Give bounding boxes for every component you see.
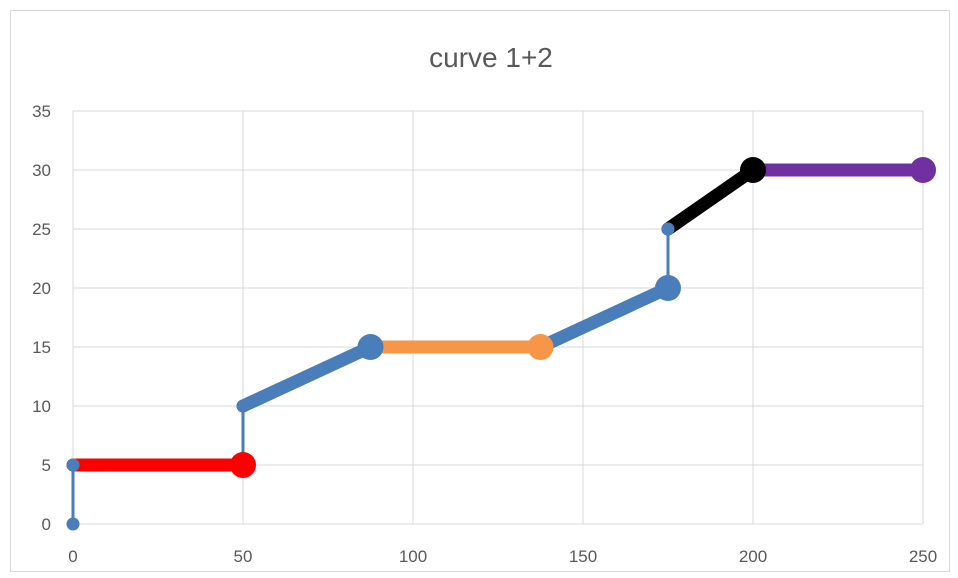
point-marker [66, 517, 80, 531]
chart-frame: curve 1+2 0 5 10 15 20 25 30 35 0 50 100 150 200 250 [10, 10, 950, 572]
point-marker [661, 222, 675, 236]
x-tick-label: 50 [234, 547, 253, 566]
y-tick-label: 35 [32, 102, 51, 121]
series-lines [66, 163, 930, 526]
series-line-4 [236, 340, 377, 413]
point-marker [236, 399, 250, 413]
point-marker [527, 334, 554, 360]
x-tick-label: 100 [399, 547, 427, 566]
x-tick-label: 150 [569, 547, 597, 566]
series-line-8 [661, 163, 760, 236]
point-marker [910, 157, 936, 183]
y-tick-label: 10 [32, 397, 51, 416]
chart-svg: curve 1+2 0 5 10 15 20 25 30 35 0 50 100 150 200 250 [32, 42, 937, 566]
series-line-6 [534, 281, 675, 354]
point-marker [740, 157, 766, 183]
x-tick-label: 0 [68, 547, 77, 566]
series-markers [66, 157, 936, 531]
point-marker [357, 334, 384, 360]
chart-title: curve 1+2 [429, 42, 553, 73]
point-marker [230, 452, 256, 478]
y-tick-label: 5 [42, 456, 51, 475]
y-tick-label: 0 [42, 515, 51, 534]
y-tick-label: 15 [32, 338, 51, 357]
point-marker [66, 458, 80, 472]
y-tick-label: 30 [32, 161, 51, 180]
tick-labels: 0 5 10 15 20 25 30 35 0 50 100 150 200 250 [32, 102, 937, 566]
x-tick-label: 200 [739, 547, 767, 566]
y-tick-label: 20 [32, 279, 51, 298]
point-marker [655, 275, 681, 301]
gridlines [72, 110, 924, 525]
x-tick-label: 250 [909, 547, 937, 566]
y-tick-label: 25 [32, 220, 51, 239]
